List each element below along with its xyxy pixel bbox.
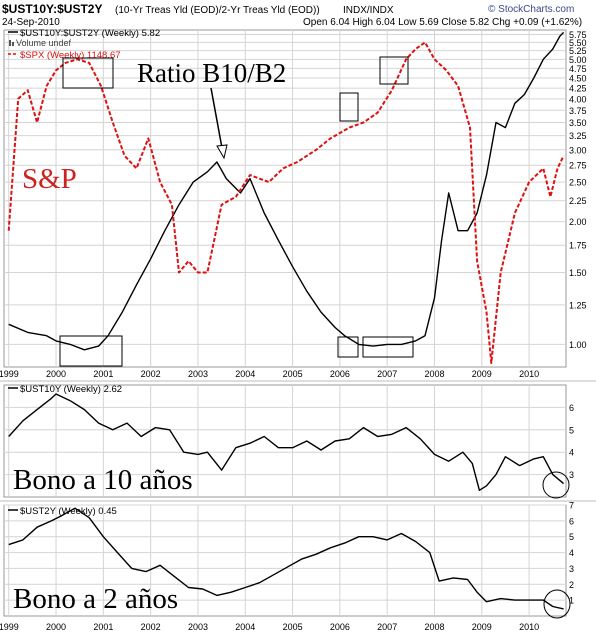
y-tick-label: 4 xyxy=(569,548,574,558)
annotation-ratio: Ratio B10/B2 xyxy=(137,58,286,88)
series-line xyxy=(8,31,565,351)
legend-2y: $UST2Y (Weekly) 0.45 xyxy=(20,506,117,517)
highlight-box xyxy=(362,336,414,358)
chart-symbol: $UST10Y:$UST2Y xyxy=(2,2,102,16)
y-tick-label: 5.25 xyxy=(569,46,587,56)
highlight-box xyxy=(379,56,409,85)
plot-frame xyxy=(3,504,567,617)
y-tick-label: 2.00 xyxy=(569,217,587,227)
x-tick-label: 2006 xyxy=(330,622,350,632)
spx-series-line xyxy=(7,41,565,364)
x-tick-label: 2002 xyxy=(141,369,161,379)
highlight-boxes xyxy=(59,56,414,367)
x-tick-label: 2003 xyxy=(188,622,208,632)
x-tick-label: 1999 xyxy=(0,622,19,632)
y-tick-label: 6 xyxy=(569,516,574,526)
x-tick-label: 2001 xyxy=(93,369,113,379)
y-tick-label: 2.50 xyxy=(569,178,587,188)
ten-year-panel: 3 4 5 6 xyxy=(3,384,574,498)
y-tick-label: 3.75 xyxy=(569,106,587,116)
annotation-bond2: Bono a 2 años xyxy=(13,583,178,615)
plot-frame xyxy=(3,384,567,498)
x-tick-label: 2003 xyxy=(188,369,208,379)
highlight-box xyxy=(337,336,359,358)
y-tick-label: 3.00 xyxy=(569,145,587,155)
y-tick-label: 6 xyxy=(569,403,574,413)
y-tick-label: 1.25 xyxy=(569,300,587,310)
legend-ratio: $UST10Y:$UST2Y (Weekly) 5.82 xyxy=(20,28,160,39)
y-tick-label: 1.50 xyxy=(569,268,587,278)
y-tick-label: 1.75 xyxy=(569,241,587,251)
ratio-panel: 1.00 1.25 1.50 1.75 2.00 2.25 2.50 2.75 3.00 3.25… xyxy=(3,29,587,368)
y-tick-label: 7 xyxy=(569,501,574,511)
y-tick-label: 3 xyxy=(569,564,574,574)
y-tick-label: 4 xyxy=(569,448,574,458)
x-tick-label: 2005 xyxy=(283,622,303,632)
chart-exchange: INDX/INDX xyxy=(343,5,394,16)
highlight-box xyxy=(59,335,123,367)
x-tick-label: 2001 xyxy=(93,622,113,632)
x-tick-label: 2010 xyxy=(519,622,539,632)
two-year-panel: 1 2 3 4 5 6 7 xyxy=(3,501,574,617)
y-tick-label: 1 xyxy=(569,596,574,606)
legend-10y: $UST10Y (Weekly) 2.62 xyxy=(20,384,122,395)
x-tick-label: 2005 xyxy=(283,369,303,379)
ratio-legend: $UST10Y:$UST2Y (Weekly) 5.82 Volume unde… xyxy=(8,28,160,61)
y-tick-label: 5.00 xyxy=(569,55,587,65)
x-tick-label: 2008 xyxy=(424,622,444,632)
highlight-circle xyxy=(543,589,571,619)
x-tick-label: 2010 xyxy=(519,369,539,379)
y-tick-label: 5.50 xyxy=(569,38,587,48)
highlight-circle xyxy=(542,471,570,499)
y-tick-label: 4.75 xyxy=(569,64,587,74)
y-tick-label: 4.50 xyxy=(569,73,587,83)
highlight-box xyxy=(339,92,359,122)
y-tick-label: 3.25 xyxy=(569,131,587,141)
annotation-sp: S&P xyxy=(22,163,77,195)
x-tick-label: 2000 xyxy=(46,622,66,632)
x-tick-label: 2009 xyxy=(472,622,492,632)
plot-frame xyxy=(3,29,567,368)
chart-description: (10-Yr Treas Yld (EOD)/2-Yr Treas Yld (E… xyxy=(115,5,320,16)
stockcharts-logo: © StockCharts.com xyxy=(488,4,574,15)
y-tick-label: 2.75 xyxy=(569,161,587,171)
x-tick-label: 2009 xyxy=(472,369,492,379)
x-tick-label: 2004 xyxy=(235,622,255,632)
ten-year-legend: $UST10Y (Weekly) 2.62 xyxy=(8,384,122,395)
ohlc-readout: Open 6.04 High 6.04 Low 5.69 Close 5.82 … xyxy=(303,17,582,28)
y-tick-label: 3.50 xyxy=(569,118,587,128)
y-tick-label: 5 xyxy=(569,532,574,542)
chart-date: 24-Sep-2010 xyxy=(2,17,60,28)
series-line xyxy=(8,393,565,491)
series-line xyxy=(8,507,564,610)
y-tick-label: 4.25 xyxy=(569,84,587,94)
x-tick-label: 2002 xyxy=(141,622,161,632)
y-tick-label: 5.75 xyxy=(569,30,587,40)
legend-volume: Volume undef xyxy=(16,38,72,48)
highlight-box xyxy=(62,57,114,89)
x-tick-label: 2006 xyxy=(330,369,350,379)
x-tick-label: 2007 xyxy=(377,622,397,632)
x-tick-label: 2000 xyxy=(46,369,66,379)
ratio-arrow xyxy=(210,87,228,160)
x-tick-label: 1999 xyxy=(0,369,19,379)
legend-spx: $SPX (Weekly) 1148.67 xyxy=(20,50,121,61)
x-tick-label: 2007 xyxy=(377,369,397,379)
y-tick-label: 3 xyxy=(569,470,574,480)
y-tick-label: 2 xyxy=(569,580,574,590)
annotation-bond10: Bono a 10 años xyxy=(13,464,193,496)
y-tick-label: 4.00 xyxy=(569,94,587,104)
y-tick-label: 1.00 xyxy=(569,340,587,350)
y-tick-label: 5 xyxy=(569,425,574,435)
x-tick-label: 2004 xyxy=(235,369,255,379)
y-tick-label: 2.25 xyxy=(569,196,587,206)
two-year-legend: $UST2Y (Weekly) 0.45 xyxy=(8,506,117,517)
x-tick-label: 2008 xyxy=(424,369,444,379)
